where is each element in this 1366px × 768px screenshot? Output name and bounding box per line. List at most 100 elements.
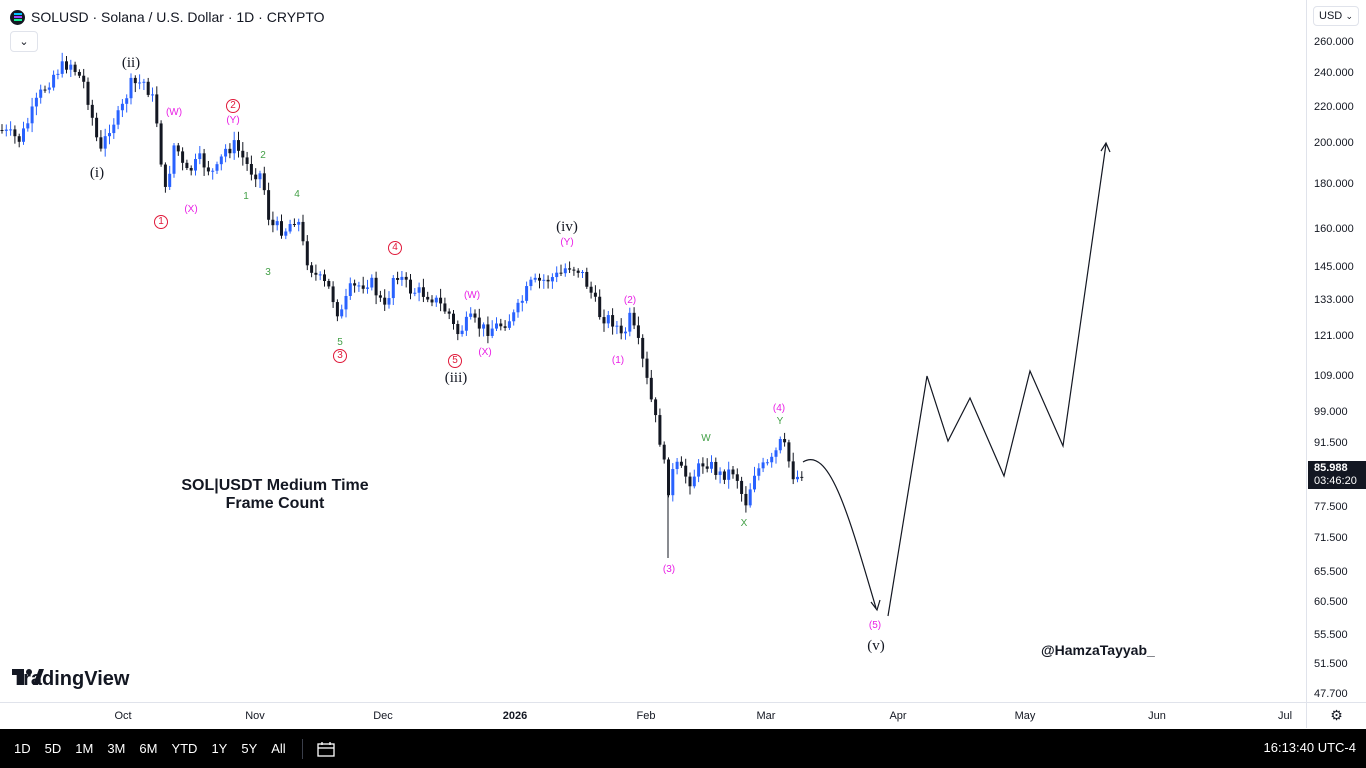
current-price: 85.988 [1314,462,1348,474]
candle-body [181,151,185,163]
candle-body [641,337,645,359]
candle-body [22,128,25,142]
time-tick-label: Jul [1277,710,1293,722]
time-tick-label: Apr [889,710,907,722]
candle-body [710,461,713,469]
candle-body [82,75,86,82]
range-button-1d[interactable]: 1D [14,741,31,756]
range-button-ytd[interactable]: YTD [171,741,198,756]
projection-zigzag[interactable] [887,143,1107,617]
candle-body [434,297,438,303]
candle-body [568,268,572,270]
candle-body [391,277,395,299]
range-button-all[interactable]: All [271,741,286,756]
candle-body [129,77,133,99]
wave-label-magenta: (2) [623,295,637,306]
price-tick-label: 121.000 [1314,330,1354,342]
price-tick-label: 220.000 [1314,101,1354,113]
wave-label-green: W [701,433,711,444]
price-tick-label: 51.500 [1314,658,1348,670]
candle-body [598,296,602,318]
candle-body [155,94,159,124]
time-axis[interactable]: Oct Nov Dec 2026 Feb Mar Apr May Jun Jul [0,702,1306,729]
candle-body [486,324,490,336]
candle-body [254,174,258,180]
projection-arrowhead [870,599,881,612]
chart-settings-button[interactable]: ⚙ [1306,702,1366,728]
wave-label-green: Y [776,416,784,427]
price-tick-label: 145.000 [1314,261,1354,273]
currency-select[interactable]: USD ⌄ [1313,6,1359,26]
range-button-1m[interactable]: 1M [75,741,94,756]
candle-body [679,461,683,466]
candle-body [619,325,623,334]
range-button-5d[interactable]: 5D [44,741,62,756]
range-button-3m[interactable]: 3M [107,741,126,756]
candle-body [198,153,202,160]
candle-body [529,279,533,287]
candle-body [60,61,64,74]
candle-body [215,164,219,171]
time-tick-label: Jun [1148,710,1166,722]
candle-body [662,444,666,460]
candle-body [69,64,73,70]
candle-body [581,271,584,273]
price-tick-label: 47.700 [1314,688,1348,700]
candle-body [748,489,752,506]
candle-body [572,269,576,271]
candle-body [340,309,344,317]
range-button-5y[interactable]: 5Y [241,741,258,756]
candle-body [550,277,554,282]
candle-body [628,312,632,332]
price-tick-label: 77.500 [1314,501,1348,513]
candle-body [520,300,524,303]
tradingview-logo[interactable]: TradingView [12,668,129,691]
candle-body [469,313,473,317]
wave-label-red: 4 [388,241,402,255]
collapse-legend-button[interactable]: ⌄ [10,31,38,52]
symbol-header[interactable]: SOLUSD · Solana / U.S. Dollar · 1D · CRY… [10,7,325,27]
chevron-down-icon: ⌄ [1345,10,1353,21]
candle-body [361,285,365,289]
candle-body [344,295,348,310]
time-tick-label: Feb [636,710,656,722]
candle-body [168,173,172,187]
candle-body [684,465,688,477]
time-tick-label: Oct [114,710,132,722]
wave-label-green: X [740,518,748,529]
wave-label-black: (iv) [556,219,578,235]
price-tick-label: 133.000 [1314,294,1354,306]
candle-body [452,313,455,324]
candle-body [108,133,111,137]
wave-label-green: 4 [294,189,300,200]
price-axis[interactable]: USD ⌄ 260.000 240.000 220.000 200.000 180.00… [1306,0,1366,702]
chart-area[interactable]: SOLUSD · Solana / U.S. Dollar · 1D · CRY… [0,0,1306,702]
candle-body [791,461,795,480]
candle-body [39,89,43,98]
projection-curve[interactable] [802,459,877,609]
candle-body [563,268,567,274]
calendar-icon[interactable] [317,741,335,757]
candle-body [701,463,705,467]
candle-body [353,283,357,286]
candle-body [671,469,675,496]
session-clock[interactable]: 16:13:40 UTC-4 [1263,740,1357,755]
candle-body [241,150,245,158]
candle-body [202,153,206,168]
price-tick-label: 55.500 [1314,629,1348,641]
author-handle: @HamzaTayyab_ [1041,642,1155,658]
candle-body [525,286,529,301]
candle-body [624,331,627,334]
candle-body [47,87,51,90]
range-button-6m[interactable]: 6M [139,741,158,756]
range-button-1y[interactable]: 1Y [211,741,228,756]
candle-body [787,442,791,462]
symbol-title: SOLUSD · Solana / U.S. Dollar · 1D · CRY… [31,9,325,25]
candlestick-chart[interactable] [0,0,1306,702]
projection-arrowhead [1100,141,1111,153]
candle-body [13,129,17,137]
wave-label-magenta: (Y) [226,115,240,126]
candle-body [632,312,636,326]
candle-body [211,170,215,172]
candle-body [705,466,709,469]
